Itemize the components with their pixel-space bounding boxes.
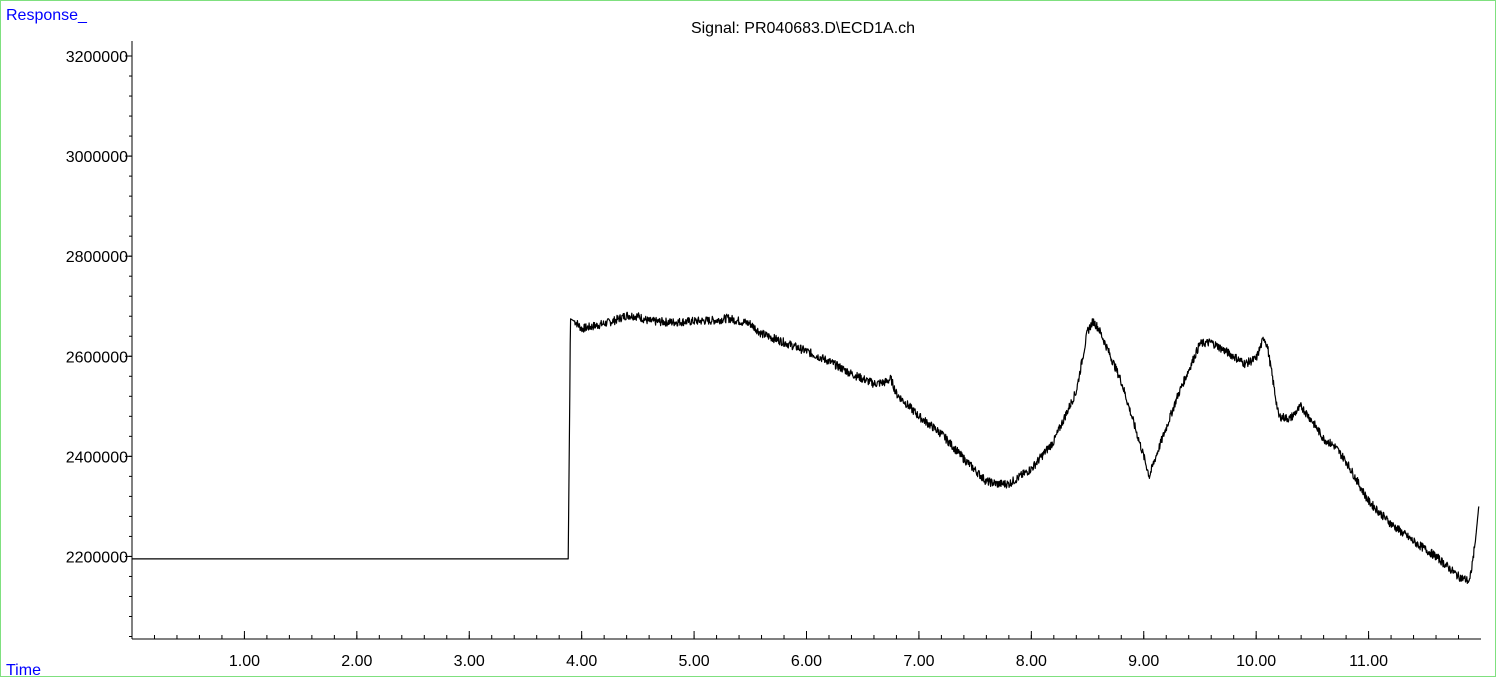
signal-trace [132,311,1480,584]
y-tick-label: 3000000 [66,149,128,166]
x-tick-label: 11.00 [1349,653,1388,670]
y-tick-label: 2600000 [66,349,128,366]
x-tick-label: 4.00 [566,653,597,670]
y-tick-label: 2400000 [66,449,128,466]
chart-title: Signal: PR040683.D\ECD1A.ch [691,20,915,37]
x-axis-ticks: 1.00 2.00 3.00 4.00 5.00 6.00 7.00 8.00 9.00 10.0… [153,631,1460,670]
y-axis-label: Response_ [6,7,88,24]
y-tick-label: 2200000 [66,549,128,566]
x-tick-label: 5.00 [679,653,710,670]
x-axis-label: Time [6,662,41,677]
x-tick-label: 3.00 [454,653,485,670]
x-tick-label: 8.00 [1016,653,1047,670]
x-tick-label: 10.00 [1236,653,1276,670]
y-axis-ticks: 2200000 2400000 2600000 2800000 3000000 32000… [66,49,132,637]
x-tick-label: 7.00 [903,653,934,670]
x-tick-label: 6.00 [791,653,822,670]
y-tick-label: 3200000 [66,49,128,66]
y-tick-label: 2800000 [66,249,128,266]
x-tick-label: 9.00 [1128,653,1159,670]
x-tick-label: 2.00 [341,653,372,670]
x-tick-label: 1.00 [229,653,260,670]
